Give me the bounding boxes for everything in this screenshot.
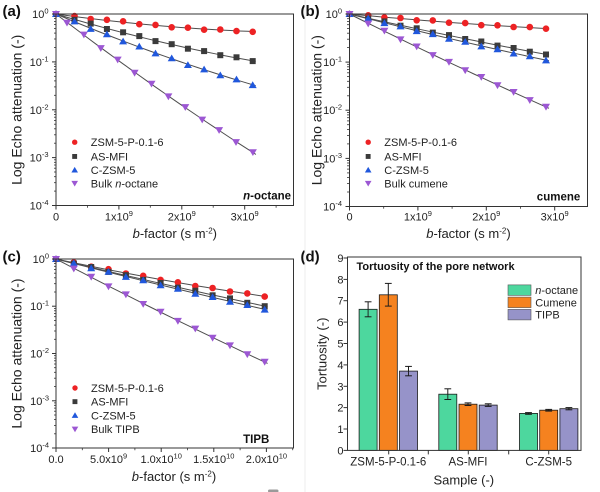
svg-text:(d): (d)	[301, 249, 320, 266]
svg-text:ZSM-5-P-0.1-6: ZSM-5-P-0.1-6	[91, 137, 164, 149]
svg-text:(a): (a)	[3, 3, 21, 20]
svg-text:1: 1	[337, 424, 343, 436]
svg-text:3: 3	[337, 381, 343, 393]
svg-text:0: 0	[53, 212, 59, 224]
svg-text:2: 2	[337, 403, 343, 415]
svg-text:n-octane: n-octane	[535, 285, 578, 297]
svg-text:TIPB: TIPB	[243, 434, 269, 446]
svg-text:Cumene: Cumene	[535, 297, 577, 309]
svg-text:C-ZSM-5: C-ZSM-5	[384, 165, 429, 177]
svg-text:AS-MFI: AS-MFI	[91, 152, 128, 164]
svg-text:5.0x109: 5.0x109	[90, 452, 127, 467]
svg-text:(b): (b)	[301, 3, 320, 20]
svg-text:AS-MFI: AS-MFI	[91, 397, 128, 409]
svg-text:Sample (-): Sample (-)	[433, 473, 494, 488]
svg-text:1.5x1010: 1.5x1010	[193, 452, 234, 467]
svg-text:AS-MFI: AS-MFI	[449, 457, 488, 469]
svg-text:1x109: 1x109	[105, 209, 133, 224]
svg-text:3x109: 3x109	[231, 209, 259, 224]
svg-text:Tortuosity (-): Tortuosity (-)	[315, 318, 330, 390]
svg-text:0: 0	[337, 445, 343, 457]
svg-text:AS-MFI: AS-MFI	[384, 152, 421, 164]
svg-text:Log Echo attenuation (-): Log Echo attenuation (-)	[309, 35, 325, 185]
svg-text:4: 4	[337, 360, 343, 372]
svg-text:3x109: 3x109	[541, 209, 569, 224]
svg-text:Tortuosity of the pore network: Tortuosity of the pore network	[357, 261, 516, 273]
svg-text:1.0x1010: 1.0x1010	[141, 452, 182, 467]
svg-text:1x109: 1x109	[404, 209, 432, 224]
svg-text:C-ZSM-5: C-ZSM-5	[91, 165, 136, 177]
svg-text:7: 7	[337, 296, 343, 308]
svg-text:b-factor (s m-2): b-factor (s m-2)	[132, 469, 216, 484]
svg-text:8: 8	[337, 274, 343, 286]
svg-text:Bulk TIPB: Bulk TIPB	[91, 424, 140, 436]
svg-text:ZSM-5-P-0.1-6: ZSM-5-P-0.1-6	[350, 457, 426, 469]
svg-text:2x109: 2x109	[168, 209, 196, 224]
svg-text:Log Echo attenuation (-): Log Echo attenuation (-)	[9, 35, 25, 185]
svg-text:C-ZSM-5: C-ZSM-5	[91, 410, 136, 422]
svg-text:2x109: 2x109	[472, 209, 500, 224]
svg-text:2.0x1010: 2.0x1010	[246, 452, 287, 467]
svg-text:(c): (c)	[3, 249, 21, 266]
svg-text:9: 9	[337, 253, 343, 265]
svg-text:ZSM-5-P-0.1-6: ZSM-5-P-0.1-6	[91, 383, 164, 395]
svg-text:0: 0	[346, 212, 352, 224]
svg-text:TIPB: TIPB	[535, 310, 559, 322]
svg-text:5: 5	[337, 339, 343, 351]
svg-text:ZSM-5-P-0.1-6: ZSM-5-P-0.1-6	[384, 137, 457, 149]
svg-text:n-octane: n-octane	[243, 191, 291, 203]
svg-text:C-ZSM-5: C-ZSM-5	[525, 457, 572, 469]
svg-text:Log Echo attenuation (-): Log Echo attenuation (-)	[9, 278, 25, 428]
svg-text:Bulk n-octane: Bulk n-octane	[91, 178, 158, 190]
svg-text:6: 6	[337, 317, 343, 329]
svg-text:0.0: 0.0	[48, 454, 63, 466]
svg-text:Bulk cumene: Bulk cumene	[384, 178, 448, 190]
svg-text:b-factor (s m-2): b-factor (s m-2)	[133, 226, 217, 241]
svg-text:b-factor (s m-2): b-factor (s m-2)	[426, 226, 510, 241]
svg-text:cumene: cumene	[537, 191, 580, 203]
